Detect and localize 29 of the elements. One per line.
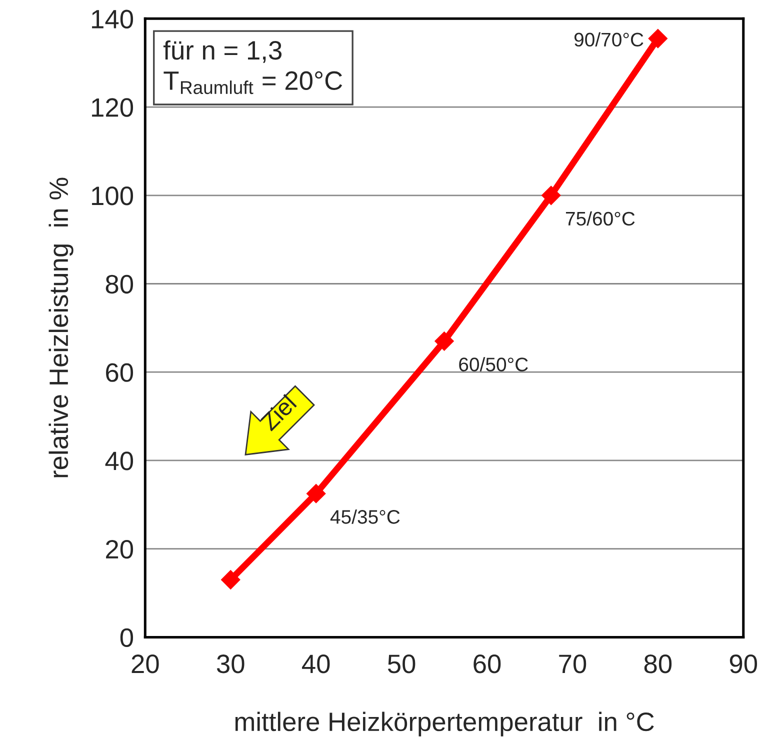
x-tick-label: 30 bbox=[216, 654, 244, 674]
point bbox=[434, 331, 454, 352]
x-tick-label: 20 bbox=[132, 654, 159, 674]
point bbox=[306, 484, 326, 504]
annotation: 75/60°C bbox=[566, 211, 635, 226]
y-tick-label: 140 bbox=[92, 10, 134, 28]
x-tick-label: 60 bbox=[474, 654, 501, 674]
x-tick-label: 90 bbox=[730, 654, 758, 674]
y-tick-label: 100 bbox=[92, 186, 134, 206]
annotation: 90/70°C bbox=[574, 32, 644, 47]
y-tick-label: 40 bbox=[105, 452, 134, 470]
point bbox=[648, 28, 668, 48]
point bbox=[541, 186, 561, 206]
x-axis-title: mittlere Heizkörpertemperatur in °C bbox=[235, 712, 654, 736]
y-axis-title: relative Heizleistung in % bbox=[48, 178, 74, 478]
x-tick-label: 80 bbox=[644, 654, 672, 674]
annotation: Ziel bbox=[259, 394, 297, 432]
y-tick-label: 60 bbox=[106, 363, 134, 382]
x-tick-label: 50 bbox=[388, 654, 416, 674]
y-tick-label: 0 bbox=[120, 628, 134, 648]
annotation: 60/50°C bbox=[459, 357, 528, 372]
y-tick-label: 120 bbox=[92, 98, 134, 117]
x-tick-label: 40 bbox=[302, 654, 330, 674]
x-tick-label: 70 bbox=[559, 654, 586, 674]
point bbox=[220, 570, 240, 590]
y-tick-label: 20 bbox=[106, 540, 134, 559]
annotation: 45/35°C bbox=[330, 510, 400, 524]
annotation: für n = 1,3 T$_{Raumluft}$ = 20°C bbox=[163, 40, 342, 94]
y-tick-label: 80 bbox=[106, 274, 134, 294]
